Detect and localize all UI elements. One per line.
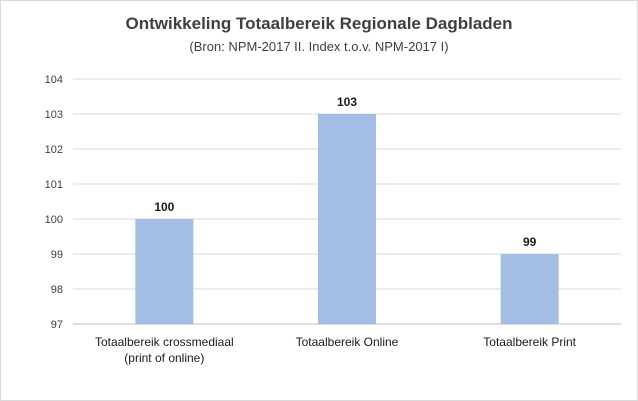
y-axis-ticks: 97 98 99 100 101 102 103 104 xyxy=(45,74,63,331)
y-tick-label: 103 xyxy=(45,109,63,121)
bar xyxy=(318,114,376,324)
x-category-label: Totaalbereik Online xyxy=(296,335,399,349)
bar xyxy=(135,219,194,324)
bar-data-label: 100 xyxy=(154,200,174,214)
y-tick-label: 104 xyxy=(45,74,63,86)
y-tick-label: 97 xyxy=(51,319,63,331)
y-tick-label: 101 xyxy=(45,179,63,191)
bar-data-label: 103 xyxy=(337,95,357,109)
y-tick-label: 100 xyxy=(45,214,63,226)
y-tick-label: 102 xyxy=(45,144,63,156)
bar xyxy=(500,254,559,324)
data-labels: 100 103 99 xyxy=(154,95,536,249)
x-axis-categories: Totaalbereik crossmediaal (print of onlin… xyxy=(95,335,577,365)
chart-subtitle: (Bron: NPM-2017 II. Index t.o.v. NPM-201… xyxy=(189,39,448,54)
bars xyxy=(135,114,559,324)
y-tick-label: 98 xyxy=(51,284,63,296)
x-category-label: Totaalbereik Print xyxy=(483,335,576,349)
x-category-label: Totaalbereik crossmediaal (print of onlin… xyxy=(95,335,234,365)
y-tick-label: 99 xyxy=(51,249,63,261)
bar-data-label: 99 xyxy=(523,235,537,249)
chart-title: Ontwikkeling Totaalbereik Regionale Dagb… xyxy=(126,14,513,33)
